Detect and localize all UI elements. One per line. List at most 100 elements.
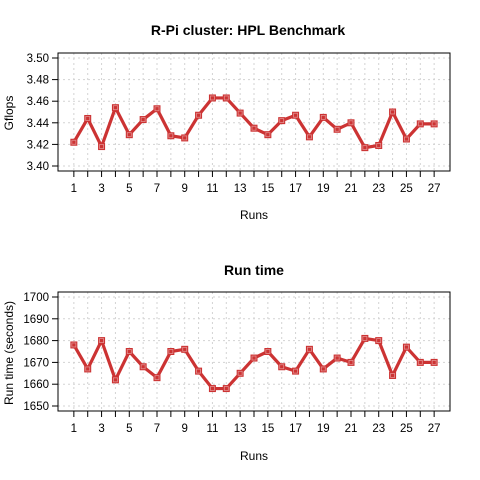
data-point-highlight bbox=[140, 117, 146, 122]
data-point-highlight bbox=[404, 136, 409, 142]
x-axis-label: Runs bbox=[240, 449, 268, 463]
data-point-highlight bbox=[265, 132, 271, 138]
data-point-highlight bbox=[210, 386, 215, 391]
data-point bbox=[70, 138, 78, 146]
x-tick-label: 11 bbox=[206, 183, 218, 195]
data-point bbox=[389, 108, 397, 116]
x-tick-label: 1 bbox=[71, 423, 77, 435]
data-point bbox=[111, 376, 119, 384]
data-point-highlight bbox=[307, 134, 312, 140]
data-point-highlight bbox=[99, 338, 104, 344]
data-point bbox=[98, 143, 106, 151]
x-axis-label: Runs bbox=[240, 208, 268, 222]
data-point-highlight bbox=[404, 344, 409, 350]
data-point bbox=[319, 365, 327, 373]
data-point bbox=[84, 114, 92, 122]
run-time-chart: Run time Runs Run time (seconds) 1 3 5 7 9 11… bbox=[2, 262, 451, 463]
data-point bbox=[430, 120, 438, 128]
data-point bbox=[402, 135, 410, 143]
data-point bbox=[167, 348, 175, 355]
data-point bbox=[236, 109, 244, 117]
data-point bbox=[292, 111, 300, 119]
data-point bbox=[125, 131, 133, 139]
x-tick-label: 19 bbox=[317, 423, 330, 435]
y-tick-label: 1650 bbox=[23, 401, 49, 413]
y-tick-label: 1680 bbox=[23, 336, 49, 348]
data-point-highlight bbox=[251, 125, 257, 131]
data-point bbox=[333, 354, 341, 362]
data-point bbox=[361, 334, 369, 342]
data-point bbox=[195, 111, 203, 119]
data-point bbox=[333, 125, 341, 133]
data-point bbox=[264, 348, 272, 355]
data-point bbox=[70, 341, 78, 349]
x-tick-label: 27 bbox=[428, 183, 441, 195]
y-tick-label: 1700 bbox=[23, 292, 49, 304]
y-tick-label: 3.44 bbox=[27, 118, 50, 130]
x-tick-label: 17 bbox=[289, 423, 302, 435]
data-point-highlight bbox=[196, 368, 201, 374]
x-tick-label: 27 bbox=[428, 423, 441, 435]
data-point-highlight bbox=[71, 342, 77, 348]
x-tick-label: 25 bbox=[400, 423, 413, 435]
data-point-highlight bbox=[113, 105, 118, 111]
data-point-highlight bbox=[265, 349, 271, 354]
x-tick-label: 19 bbox=[317, 183, 330, 195]
data-point bbox=[375, 141, 383, 149]
data-point bbox=[250, 124, 258, 132]
x-tick-label: 7 bbox=[154, 183, 160, 195]
data-point bbox=[167, 132, 175, 140]
data-point bbox=[361, 144, 369, 152]
data-point bbox=[153, 105, 161, 113]
hpl-benchmark-chart: R-Pi cluster: HPL Benchmark Runs Gflops … bbox=[2, 22, 451, 222]
x-tick-label: 9 bbox=[182, 183, 188, 195]
chart-title: Run time bbox=[224, 262, 284, 278]
y-tick-label: 3.50 bbox=[27, 53, 49, 65]
x-tick-label: 17 bbox=[289, 183, 302, 195]
data-point-highlight bbox=[154, 375, 160, 381]
data-point-highlight bbox=[126, 132, 132, 138]
data-point-highlight bbox=[196, 112, 201, 118]
x-tick-label: 3 bbox=[98, 423, 104, 435]
data-point-highlight bbox=[279, 364, 285, 370]
data-point-highlight bbox=[431, 121, 437, 127]
chart-title: R-Pi cluster: HPL Benchmark bbox=[151, 22, 345, 38]
x-tick-label: 5 bbox=[126, 423, 132, 435]
data-point-highlight bbox=[223, 386, 229, 391]
data-point-highlight bbox=[307, 346, 312, 352]
data-point-highlight bbox=[417, 121, 423, 127]
y-tick-label: 3.46 bbox=[27, 96, 49, 108]
data-point bbox=[98, 337, 106, 345]
x-tick-label: 5 bbox=[126, 183, 132, 195]
data-point bbox=[389, 371, 397, 379]
data-point bbox=[84, 365, 92, 373]
data-point-highlight bbox=[223, 95, 229, 101]
data-point-highlight bbox=[182, 346, 188, 352]
x-tick-label: 1 bbox=[71, 183, 77, 195]
data-point bbox=[430, 358, 438, 366]
data-point bbox=[195, 367, 203, 375]
data-point bbox=[278, 363, 286, 371]
data-point-highlight bbox=[99, 144, 104, 149]
data-point-highlight bbox=[417, 359, 423, 365]
x-tick-label: 15 bbox=[261, 423, 274, 435]
data-point bbox=[416, 120, 424, 128]
x-tick-label: 23 bbox=[372, 183, 385, 195]
data-point bbox=[319, 113, 327, 121]
x-tick-label: 13 bbox=[234, 423, 247, 435]
x-tick-label: 21 bbox=[345, 423, 358, 435]
y-axis-label: Run time (seconds) bbox=[2, 301, 16, 405]
data-point bbox=[305, 345, 313, 353]
data-point-highlight bbox=[71, 139, 77, 145]
data-point bbox=[305, 133, 313, 141]
y-tick-label: 1660 bbox=[23, 379, 49, 391]
data-point bbox=[153, 374, 161, 382]
data-point bbox=[208, 94, 216, 102]
data-point-highlight bbox=[320, 366, 326, 372]
x-tick-label: 13 bbox=[234, 183, 247, 195]
data-point-highlight bbox=[348, 120, 354, 126]
data-point-highlight bbox=[279, 118, 285, 124]
data-point-highlight bbox=[390, 373, 395, 378]
x-tick-label: 23 bbox=[372, 423, 385, 435]
